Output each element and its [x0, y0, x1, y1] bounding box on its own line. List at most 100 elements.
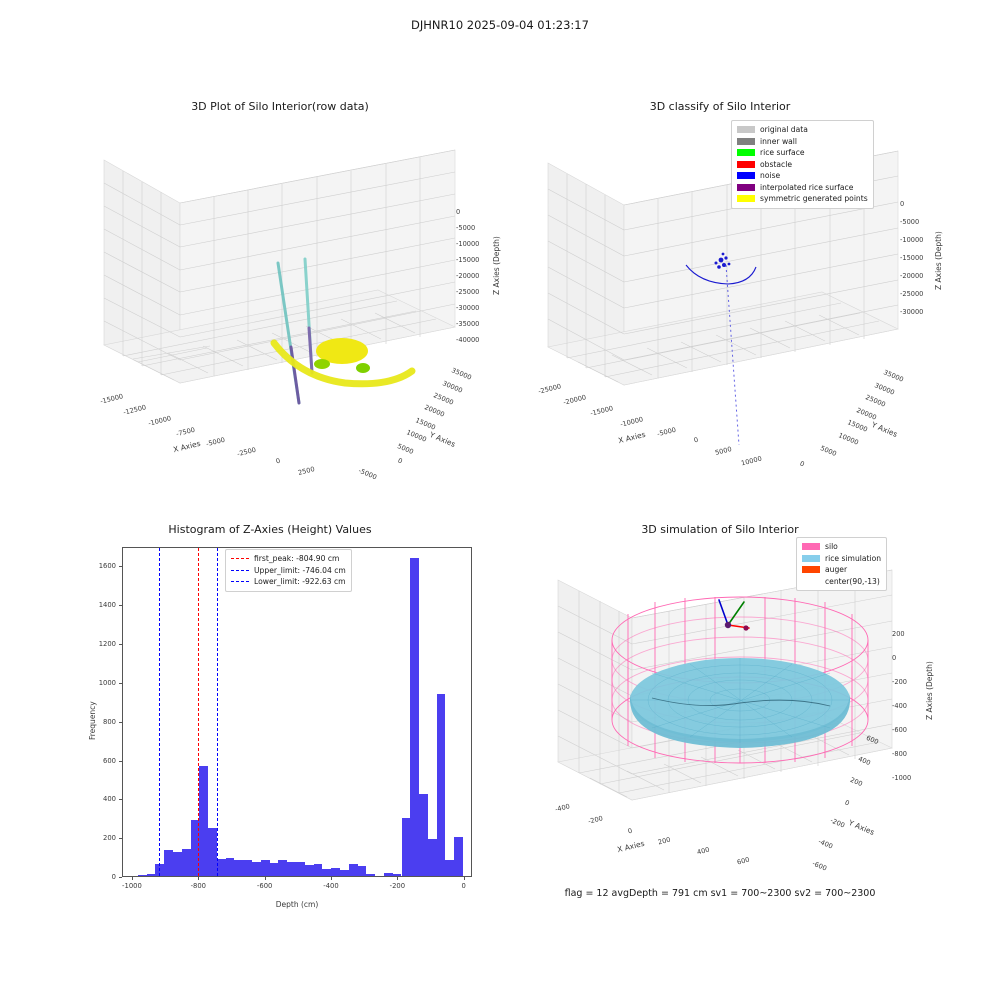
- panel-3d-classify: 3D classify of Silo Interior: [500, 95, 943, 485]
- legend-swatch-icon: [802, 566, 820, 574]
- y-tick-mark: [119, 838, 122, 840]
- legend-swatch-icon: [737, 137, 755, 145]
- y-tick-mark: [119, 760, 122, 762]
- histogram-bar: [181, 848, 191, 876]
- dashed-line-icon: [231, 581, 249, 583]
- legend-item-rice-surface[interactable]: rice surface: [737, 147, 868, 159]
- histogram-bar: [410, 557, 420, 876]
- panel-3d-simulation-legend[interactable]: silo rice simulation auger center(90,-13…: [796, 537, 888, 591]
- x-tick-mark: [131, 877, 133, 880]
- x-tick-label: -600: [256, 882, 273, 890]
- histogram-bar: [225, 857, 235, 876]
- histogram-ylabel: Frequency: [88, 701, 97, 740]
- histogram-bar: [419, 793, 428, 876]
- histogram-bar: [269, 863, 279, 876]
- y-tick-label: 600: [103, 756, 116, 765]
- y-tick-mark: [119, 644, 122, 646]
- histogram-vline-lower-limit: [158, 548, 160, 876]
- y-tick-label: 400: [103, 795, 116, 804]
- panel-histogram: Histogram of Z-Axies (Height) Values Fre…: [60, 515, 500, 915]
- legend-swatch-icon: [802, 543, 820, 551]
- legend-item-first-peak[interactable]: first_peak: -804.90 cm: [231, 553, 346, 565]
- histogram-bar: [172, 851, 182, 876]
- histogram-bar: [287, 861, 296, 876]
- legend-item-auger[interactable]: auger: [802, 564, 881, 576]
- dashed-line-icon: [231, 558, 249, 560]
- histogram-bar: [392, 873, 402, 876]
- histogram-bar: [445, 860, 455, 876]
- panel-3d-raw-title: 3D Plot of Silo Interior(row data): [191, 100, 369, 113]
- histogram-bar: [199, 766, 209, 876]
- legend-swatch-icon: [737, 126, 755, 134]
- legend-swatch-icon: [737, 183, 755, 191]
- histogram-bar: [322, 869, 332, 876]
- histogram-bar: [331, 868, 340, 876]
- legend-item-upper-limit[interactable]: Upper_limit: -746.04 cm: [231, 565, 346, 577]
- panel-3d-simulation-plot: [557, 569, 893, 801]
- y-tick-label: 800: [103, 717, 116, 726]
- legend-item-rice-simulation[interactable]: rice simulation: [802, 553, 881, 565]
- x-tick-mark: [198, 877, 200, 880]
- histogram-bar: [383, 873, 393, 876]
- x-tick-label: 0: [461, 882, 466, 890]
- histogram-bar: [357, 865, 367, 876]
- legend-swatch-icon: [737, 195, 755, 203]
- panel-3d-classify-title: 3D classify of Silo Interior: [649, 100, 791, 113]
- histogram-legend[interactable]: first_peak: -804.90 cm Upper_limit: -746…: [225, 549, 352, 592]
- y-tick-mark: [119, 566, 122, 568]
- legend-item-center[interactable]: center(90,-13): [802, 576, 881, 588]
- y-tick-mark: [119, 682, 122, 684]
- x-tick-label: -400: [323, 882, 339, 890]
- legend-swatch-icon: [737, 160, 755, 168]
- histogram-bar: [313, 863, 323, 876]
- legend-swatch-placeholder-icon: [802, 578, 820, 585]
- histogram-bar: [155, 863, 165, 876]
- panel-3d-classify-zlabel: Z Axies (Depth): [934, 231, 943, 290]
- y-tick-mark: [119, 799, 122, 801]
- panel-3d-raw: 3D Plot of Silo Interior(row data): [60, 95, 501, 485]
- histogram-bar: [278, 860, 288, 876]
- x-tick-label: -800: [190, 882, 207, 890]
- legend-item-symmetric-generated-points[interactable]: symmetric generated points: [737, 193, 868, 205]
- x-tick-label: -1000: [122, 882, 142, 890]
- panel-3d-classify-plot: [547, 150, 899, 446]
- legend-item-interpolated-rice-surface[interactable]: interpolated rice surface: [737, 182, 868, 194]
- histogram-bar: [208, 828, 217, 876]
- x-tick-mark: [331, 877, 332, 880]
- histogram-vline-first-peak: [197, 548, 199, 876]
- legend-swatch-icon: [802, 554, 820, 562]
- y-tick-label: 0: [111, 873, 116, 881]
- histogram-vline-upper-limit: [217, 548, 219, 876]
- histogram-bar: [348, 863, 358, 876]
- y-tick-mark: [119, 721, 122, 723]
- legend-item-original-data[interactable]: original data: [737, 124, 868, 136]
- y-tick-label: 1600: [98, 562, 116, 571]
- panel-3d-simulation: 3D simulation of Silo Interior: [500, 515, 940, 915]
- histogram-bar: [296, 862, 305, 876]
- histogram-bar: [243, 860, 253, 876]
- histogram-bar: [436, 693, 446, 876]
- histogram-xlabel: Depth (cm): [275, 900, 319, 909]
- y-tick-label: 1200: [98, 640, 116, 649]
- legend-item-obstacle[interactable]: obstacle: [737, 159, 868, 171]
- dashed-line-icon: [231, 569, 249, 571]
- legend-item-lower-limit[interactable]: Lower_limit: -922.63 cm: [231, 576, 346, 588]
- legend-item-silo[interactable]: silo: [802, 541, 881, 553]
- histogram-bar: [339, 869, 349, 876]
- y-tick-label: 1000: [98, 678, 116, 687]
- y-tick-mark: [119, 877, 122, 878]
- histogram-bar: [260, 859, 270, 876]
- histogram-plot-area[interactable]: [122, 547, 472, 877]
- histogram-bar: [146, 874, 156, 876]
- y-tick-label: 1400: [98, 601, 116, 610]
- panel-3d-classify-legend[interactable]: original data inner wall rice surface ob…: [731, 120, 874, 209]
- legend-item-inner-wall[interactable]: inner wall: [737, 136, 868, 148]
- legend-item-noise[interactable]: noise: [737, 170, 868, 182]
- panel-3d-simulation-title: 3D simulation of Silo Interior: [641, 523, 799, 536]
- histogram-bar: [190, 819, 200, 876]
- histogram-bar: [216, 858, 226, 876]
- histogram-bar: [234, 859, 244, 876]
- figure-suptitle: DJHNR10 2025-09-04 01:23:17: [411, 18, 589, 32]
- x-tick-mark: [397, 877, 399, 880]
